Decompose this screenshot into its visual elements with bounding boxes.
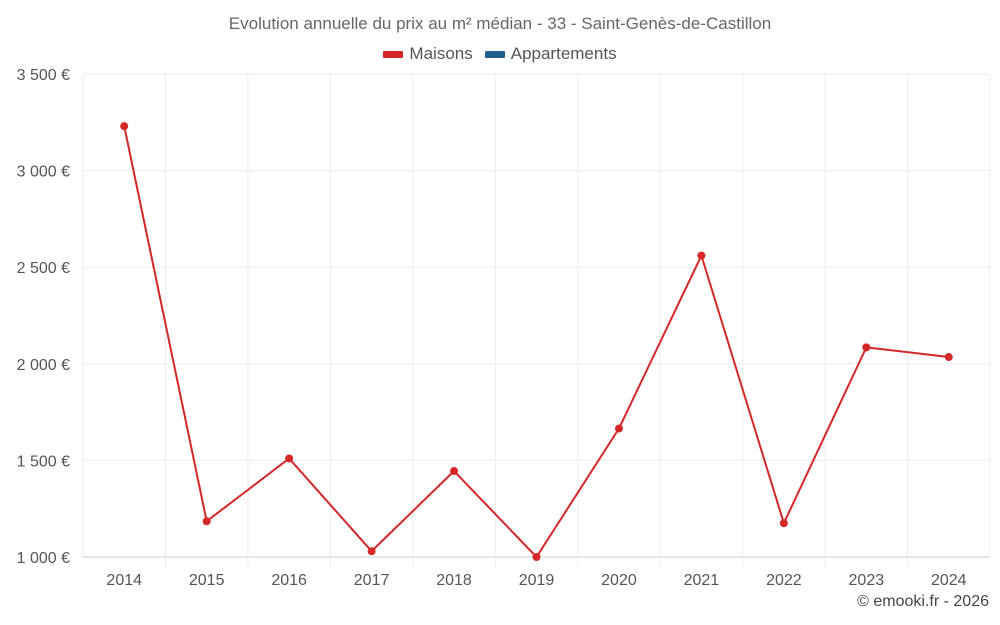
x-tick-label: 2022 — [766, 572, 802, 589]
x-tick-label: 2017 — [354, 572, 390, 589]
data-point — [285, 454, 294, 463]
y-tick-label: 2 000 € — [17, 357, 70, 374]
y-tick-label: 3 000 € — [17, 164, 70, 181]
x-tick-label: 2015 — [189, 572, 225, 589]
data-point — [532, 553, 541, 561]
legend-item-appartements[interactable]: Appartements — [484, 44, 617, 64]
x-tick-label: 2014 — [106, 572, 142, 589]
y-tick-label: 3 500 € — [17, 67, 70, 84]
x-tick-label: 2018 — [436, 572, 472, 589]
data-point — [614, 424, 623, 433]
x-tick-label: 2016 — [271, 572, 307, 589]
y-tick-label: 1 000 € — [17, 550, 70, 567]
data-point — [697, 251, 706, 260]
series-layer — [120, 122, 953, 561]
data-point — [944, 353, 953, 362]
data-point — [202, 517, 211, 526]
legend-item-maisons[interactable]: Maisons — [383, 44, 473, 64]
copyright-text: © emooki.fr - 2026 — [857, 593, 989, 610]
x-tick-label: 2023 — [849, 572, 885, 589]
legend-swatch-maisons — [383, 50, 404, 58]
legend-label-maisons: Maisons — [409, 44, 473, 63]
data-point — [120, 122, 129, 131]
data-point — [862, 343, 871, 352]
x-axis: 2014 2015 2016 2017 2018 2019 2020 2021 2022 2023… — [106, 572, 966, 589]
x-tick-label: 2020 — [601, 572, 637, 589]
data-point — [367, 547, 376, 556]
chart-title: Evolution annuelle du prix au m² médian … — [228, 14, 772, 33]
y-tick-label: 2 500 € — [17, 260, 70, 277]
y-axis: 1 000 € 1 500 € 2 000 € 2 500 € 3 000 € 3 500… — [17, 67, 70, 567]
legend-swatch-appartements — [484, 50, 505, 58]
x-tick-label: 2021 — [684, 572, 720, 589]
legend-label-appartements: Appartements — [510, 44, 617, 63]
x-tick-label: 2019 — [519, 572, 555, 589]
y-tick-label: 1 500 € — [17, 453, 70, 470]
data-point — [779, 519, 788, 528]
legend: Maisons Appartements — [0, 44, 1000, 64]
x-tick-label: 2024 — [931, 572, 967, 589]
data-point — [450, 467, 459, 476]
grid-lines — [82, 73, 991, 567]
